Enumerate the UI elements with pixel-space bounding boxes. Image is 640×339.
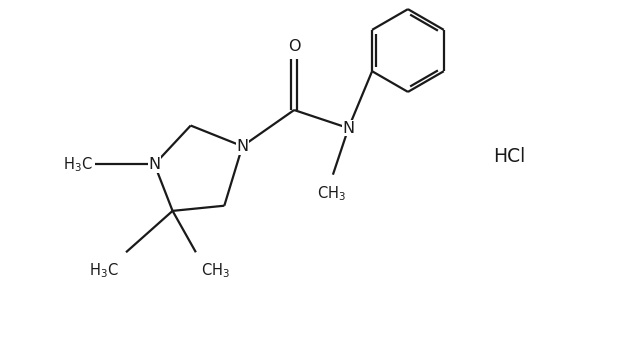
- Text: H$_3$C: H$_3$C: [63, 155, 92, 174]
- Text: CH$_3$: CH$_3$: [201, 262, 230, 280]
- Text: N: N: [148, 157, 161, 172]
- Text: CH$_3$: CH$_3$: [317, 184, 346, 203]
- Text: H$_3$C: H$_3$C: [89, 262, 118, 280]
- Text: N: N: [342, 121, 355, 136]
- Text: O: O: [288, 39, 300, 54]
- Text: N: N: [236, 139, 248, 154]
- Text: HCl: HCl: [493, 147, 525, 166]
